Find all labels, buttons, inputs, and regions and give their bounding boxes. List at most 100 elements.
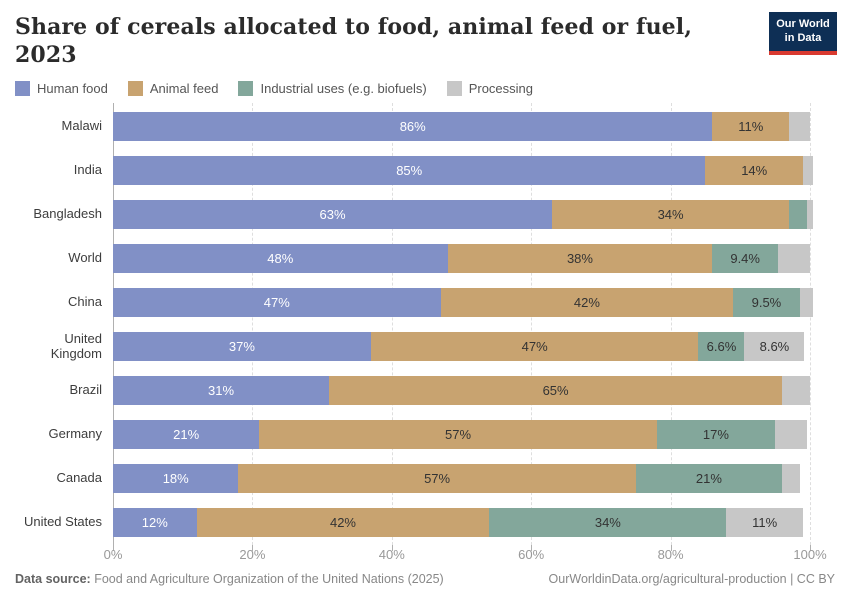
owid-logo-line2: in Data <box>784 31 822 44</box>
bar-value-label: 47% <box>521 339 548 354</box>
bar-segment[interactable]: 21% <box>113 420 260 449</box>
grid-layer <box>113 103 811 551</box>
gridline <box>531 103 533 545</box>
bar-segment[interactable] <box>799 288 814 317</box>
bar-segment[interactable]: 86% <box>113 112 713 141</box>
bar-segment[interactable]: 57% <box>238 464 636 493</box>
footer: Data source: Food and Agriculture Organi… <box>15 572 835 586</box>
bar-segment[interactable]: 9.5% <box>733 288 800 317</box>
bar-segment[interactable]: 12% <box>113 508 197 537</box>
bar-row: Bangladesh 63% 34% <box>15 200 835 229</box>
bar-segment[interactable] <box>775 420 807 449</box>
axis-tick <box>113 545 114 551</box>
legend-item[interactable]: Industrial uses (e.g. biofuels) <box>238 81 427 96</box>
category-label: Malawi <box>61 118 102 134</box>
bar-segment[interactable] <box>806 200 814 229</box>
bar-value-label: 42% <box>329 515 356 530</box>
bar-segment[interactable]: 47% <box>113 288 441 317</box>
category-label: World <box>68 250 102 266</box>
owid-logo-line1: Our World <box>776 18 830 30</box>
bar-value-label: 47% <box>263 295 290 310</box>
bar-value-label: 57% <box>444 427 472 442</box>
axis-tick-label: 60% <box>518 547 545 562</box>
bar-segment[interactable]: 31% <box>113 376 330 405</box>
bar-segment[interactable]: 42% <box>440 288 734 317</box>
legend-item[interactable]: Human food <box>15 81 108 96</box>
legend-item[interactable]: Animal feed <box>127 81 219 96</box>
bar-segment[interactable]: 21% <box>635 464 783 493</box>
bar-track: 31% 65% <box>113 376 810 405</box>
bar-segment[interactable] <box>782 376 810 405</box>
axis-tick-label: 80% <box>657 547 684 562</box>
axis-tick <box>810 545 811 551</box>
bar-segment[interactable] <box>789 200 807 229</box>
gridline <box>391 103 393 545</box>
category-label: Canada <box>56 470 102 486</box>
credit-link[interactable]: OurWorldinData.org/agricultural-producti… <box>548 572 835 586</box>
gridline <box>810 103 811 545</box>
bar-segment[interactable]: 14% <box>705 156 804 185</box>
bar-segment[interactable]: 34% <box>489 508 727 537</box>
bar-value-label: 18% <box>162 471 189 486</box>
bar-rows: Malawi 86% 11% India 85% 14% Bangladesh 63% 34% W… <box>15 112 835 537</box>
bar-segment[interactable]: 17% <box>656 420 776 449</box>
axis-tick-label: 100% <box>793 547 827 562</box>
bar-segment[interactable]: 65% <box>329 376 783 405</box>
stacked-bar-chart: Malawi 86% 11% India 85% 14% Bangladesh 63% 34% W… <box>15 103 835 564</box>
legend-item[interactable]: Processing <box>446 81 533 96</box>
bar-row: Malawi 86% 11% <box>15 112 835 141</box>
axis-tick <box>252 545 254 551</box>
bar-value-label: 17% <box>702 427 729 442</box>
bar-value-label: 12% <box>141 515 168 530</box>
bar-segment[interactable]: 48% <box>113 244 448 273</box>
bar-segment[interactable]: 34% <box>552 200 790 229</box>
bar-value-label: 65% <box>542 383 569 398</box>
bar-segment[interactable]: 8.6% <box>744 332 805 361</box>
bar-value-label: 14% <box>741 163 768 178</box>
bar-segment[interactable] <box>803 156 814 185</box>
bar-value-label: 63% <box>319 207 346 222</box>
data-source: Data source: Food and Agriculture Organi… <box>15 572 444 586</box>
bar-row: India 85% 14% <box>15 156 835 185</box>
legend: Human food Animal feed Industrial uses (e.… <box>15 81 835 96</box>
bar-segment[interactable]: 11% <box>726 508 804 537</box>
bar-value-label: 8.6% <box>759 339 790 354</box>
bar-value-label: 21% <box>173 427 200 442</box>
bar-value-label: 48% <box>267 251 294 266</box>
axis-tick-label: 0% <box>103 547 123 562</box>
bar-track: 63% 34% <box>113 200 814 229</box>
bar-segment[interactable]: 18% <box>113 464 239 493</box>
legend-swatch-icon <box>127 81 143 96</box>
bar-segment[interactable]: 47% <box>370 332 699 361</box>
legend-label: Animal feed <box>149 81 219 96</box>
page-title: Share of cereals allocated to food, anim… <box>15 14 692 68</box>
bar-row: United Kingdom 37% 47% 6.6% 8.6% <box>15 332 835 361</box>
bar-segment[interactable]: 42% <box>196 508 490 537</box>
bar-segment[interactable]: 57% <box>259 420 657 449</box>
bar-segment[interactable] <box>782 464 800 493</box>
bar-segment[interactable]: 85% <box>113 156 706 185</box>
bar-segment[interactable]: 37% <box>113 332 371 361</box>
bar-row: Brazil 31% 65% <box>15 376 835 405</box>
bar-value-label: 34% <box>657 207 684 222</box>
bar-track: 21% 57% 17% <box>113 420 810 449</box>
bar-segment[interactable] <box>777 244 810 273</box>
bar-value-label: 11% <box>738 119 764 134</box>
bar-segment[interactable]: 6.6% <box>698 332 745 361</box>
axis-tick <box>670 545 672 551</box>
y-axis-line <box>113 103 114 545</box>
owid-logo[interactable]: Our World in Data <box>769 12 837 55</box>
bar-value-label: 34% <box>594 515 621 530</box>
axis-tick <box>531 545 533 551</box>
bar-segment[interactable] <box>789 112 810 141</box>
bar-value-label: 11% <box>752 515 778 530</box>
bar-row: World 48% 38% 9.4% <box>15 244 835 273</box>
gridline <box>670 103 672 545</box>
bar-segment[interactable]: 63% <box>113 200 553 229</box>
bar-row: China 47% 42% 9.5% <box>15 288 835 317</box>
bar-segment[interactable]: 38% <box>447 244 713 273</box>
bar-segment[interactable]: 9.4% <box>712 244 778 273</box>
bar-track: 37% 47% 6.6% 8.6% <box>113 332 810 361</box>
bar-segment[interactable]: 11% <box>712 112 790 141</box>
axis-tick-label: 40% <box>378 547 405 562</box>
